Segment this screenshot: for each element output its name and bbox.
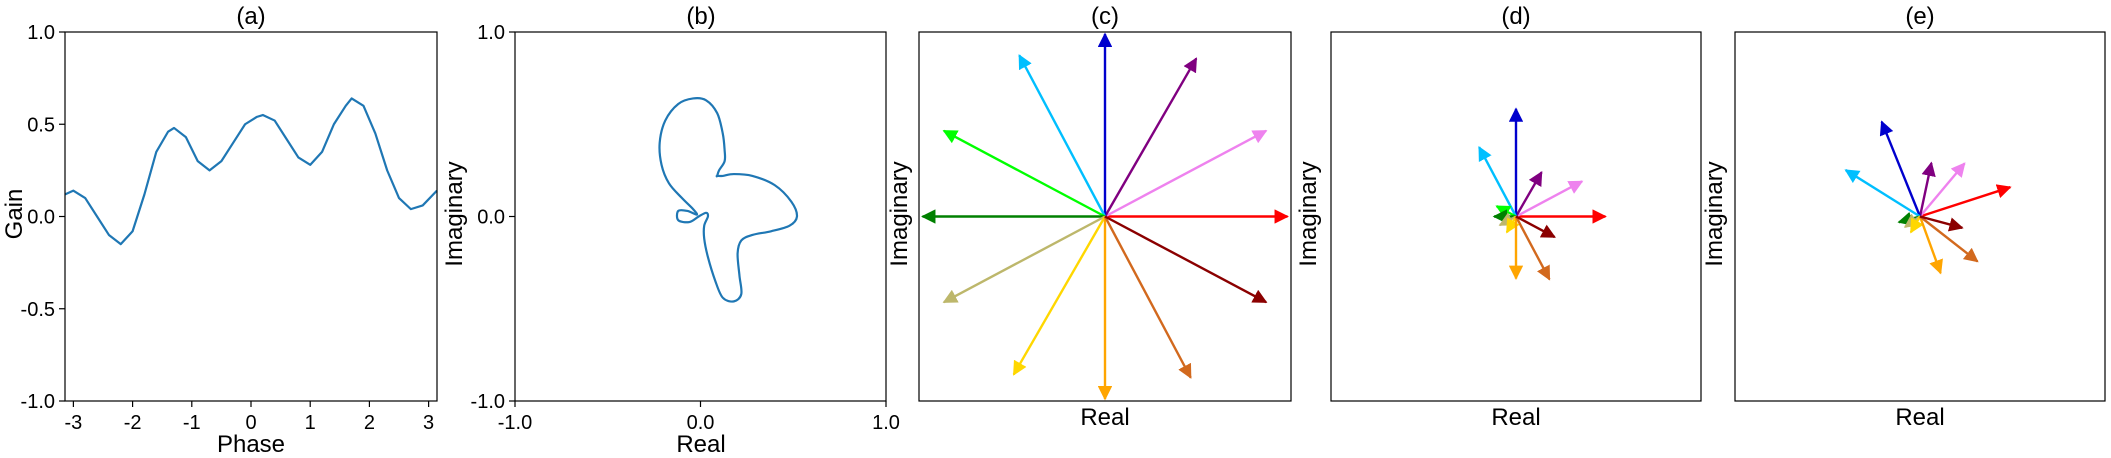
y-tick-label: 0.5	[27, 114, 55, 136]
vector-arrow	[1104, 215, 1268, 304]
panel-a: (a) -3 -2 -1 0 1 2 3 -1.0 -0.5 0.0 0.5 1.0 Phase Ga…	[1, 3, 438, 458]
panel-e-title: (e)	[1905, 3, 1934, 30]
panel-a-ylabel: Gain	[1, 189, 28, 240]
panel-a-xlabel: Phase	[217, 431, 285, 458]
panel-b: (b) -1.0 0.0 1.0 -1.0 0.0 1.0 Real Imaginary	[441, 3, 900, 458]
y-tick-label: 0.0	[477, 207, 505, 229]
panel-d-xlabel: Real	[1491, 404, 1540, 431]
vector-arrow	[1909, 215, 1924, 234]
panel-c-xlabel: Real	[1080, 404, 1129, 431]
x-tick-label: -3	[64, 412, 82, 434]
y-tick-label: -1.0	[21, 391, 55, 413]
vector-arrow	[1478, 145, 1518, 218]
vector-arrow	[1918, 161, 1936, 217]
panel-a-plot-area	[64, 31, 438, 402]
y-tick-label: 1.0	[477, 22, 505, 44]
vector-arrow	[1104, 129, 1268, 218]
vector-arrow	[1515, 180, 1584, 218]
panel-c-title: (c)	[1091, 3, 1119, 30]
panel-a-ticks: -3 -2 -1 0 1 2 3 -1.0 -0.5 0.0 0.5 1.0	[21, 22, 435, 434]
vector-arrow	[1514, 215, 1551, 281]
y-tick-label: -1.0	[471, 391, 505, 413]
panel-b-xlabel: Real	[676, 431, 725, 458]
y-tick-label: 0.0	[27, 207, 55, 229]
x-tick-label: 0.0	[687, 412, 715, 434]
x-tick-label: 2	[364, 412, 375, 434]
response-curve	[658, 96, 799, 303]
vector-arrow	[1844, 169, 1921, 218]
vector-arrow	[1515, 215, 1556, 239]
vector-arrow	[1879, 120, 1922, 217]
vector-arrow	[942, 215, 1106, 304]
panel-d: (d) Real Imaginary	[1295, 3, 1702, 431]
x-tick-label: 1.0	[872, 412, 900, 434]
vector-arrow	[1018, 54, 1107, 218]
vector-arrow	[1514, 170, 1543, 218]
vector-arrow	[942, 129, 1106, 218]
vector-arrow	[1918, 216, 1943, 275]
panel-a-title: (a)	[236, 3, 265, 30]
panel-b-title: (b)	[686, 3, 715, 30]
panel-d-plot-area	[1330, 31, 1702, 402]
panel-c-ylabel: Imaginary	[886, 161, 913, 266]
y-tick-label: -0.5	[21, 299, 55, 321]
x-tick-label: -1	[183, 412, 201, 434]
gain-curve	[64, 97, 438, 246]
panel-d-title: (d)	[1501, 3, 1530, 30]
panel-b-ylabel: Imaginary	[441, 161, 468, 266]
panel-e-plot-area	[1734, 31, 2106, 402]
panel-frame	[918, 31, 1292, 402]
vector-arrow	[1919, 215, 1979, 263]
y-tick-label: 1.0	[27, 22, 55, 44]
panel-frame	[1734, 31, 2106, 402]
vector-arrow	[1103, 57, 1198, 218]
x-tick-label: 1	[305, 412, 316, 434]
vector-arrow	[1919, 215, 1964, 232]
panel-e-xlabel: Real	[1895, 404, 1944, 431]
x-tick-label: 0	[245, 412, 256, 434]
x-tick-label: -2	[124, 412, 142, 434]
x-tick-label: 3	[423, 412, 434, 434]
panel-e-ylabel: Imaginary	[1701, 161, 1728, 266]
panel-c: (c) Real Imaginary	[886, 3, 1292, 431]
panel-c-plot-area	[918, 31, 1292, 402]
panel-d-ylabel: Imaginary	[1295, 161, 1322, 266]
panel-a-frame	[64, 31, 438, 402]
panel-e: (e) Real Imaginary	[1701, 3, 2106, 431]
vector-arrow	[1103, 215, 1192, 379]
vector-arrow	[1919, 162, 1966, 218]
panel-b-plot-area	[514, 31, 887, 402]
vector-arrow	[1919, 184, 2012, 218]
x-tick-label: -1.0	[498, 412, 532, 434]
vector-arrow	[1505, 215, 1520, 234]
panel-frame	[1330, 31, 1702, 402]
vector-arrow	[1012, 215, 1107, 376]
panel-b-ticks: -1.0 0.0 1.0 -1.0 0.0 1.0	[471, 22, 900, 434]
